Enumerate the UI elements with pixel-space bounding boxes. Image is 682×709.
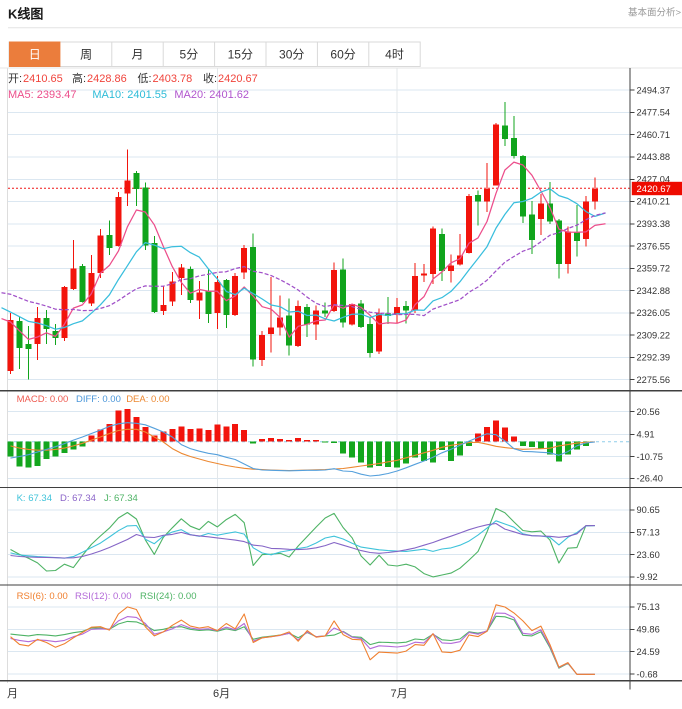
svg-text:MA5: 2393.47: MA5: 2393.47 [8, 89, 77, 101]
svg-text:日: 日 [29, 48, 41, 62]
svg-text:30分: 30分 [279, 48, 304, 62]
svg-text:高:: 高: [72, 71, 86, 85]
svg-text:DIFF: 0.00: DIFF: 0.00 [76, 394, 121, 405]
svg-text:60分: 60分 [330, 48, 355, 62]
svg-text:2275.56: 2275.56 [637, 375, 671, 385]
svg-text:23.60: 23.60 [637, 550, 660, 560]
svg-text:57.13: 57.13 [637, 528, 660, 538]
svg-text:MA20: 2401.62: MA20: 2401.62 [174, 89, 249, 101]
svg-text:2460.71: 2460.71 [637, 130, 671, 140]
svg-text:20.56: 20.56 [637, 407, 660, 417]
svg-text:周: 周 [80, 48, 92, 62]
svg-text:4时: 4时 [385, 48, 404, 62]
svg-text:DEA: 0.00: DEA: 0.00 [126, 394, 169, 405]
svg-text:J: 67.34: J: 67.34 [104, 493, 138, 504]
svg-text:5分: 5分 [180, 48, 199, 62]
svg-text:-26.40: -26.40 [637, 474, 663, 484]
svg-text:开:: 开: [8, 73, 22, 85]
svg-text:4.91: 4.91 [637, 430, 655, 440]
svg-text:2309.22: 2309.22 [637, 330, 671, 340]
svg-text:MACD: 0.00: MACD: 0.00 [17, 394, 69, 405]
svg-text:7月: 7月 [391, 688, 408, 700]
svg-text:2428.86: 2428.86 [87, 73, 127, 85]
svg-text:2420.67: 2420.67 [637, 184, 671, 195]
svg-text:2376.55: 2376.55 [637, 241, 671, 251]
svg-text:-10.75: -10.75 [637, 452, 663, 462]
svg-text:RSI(6): 0.00: RSI(6): 0.00 [17, 591, 68, 602]
svg-text:2359.72: 2359.72 [637, 264, 671, 274]
svg-text:2427.04: 2427.04 [637, 175, 671, 185]
svg-text:75.13: 75.13 [637, 602, 660, 612]
svg-text:24.59: 24.59 [637, 647, 660, 657]
svg-text:2494.37: 2494.37 [637, 85, 671, 95]
svg-text:2403.78: 2403.78 [153, 73, 193, 85]
svg-text:2410.21: 2410.21 [637, 197, 671, 207]
svg-text:基本面分析>: 基本面分析> [628, 7, 682, 19]
svg-text:RSI(24): 0.00: RSI(24): 0.00 [140, 591, 197, 602]
svg-text:RSI(12): 0.00: RSI(12): 0.00 [75, 591, 132, 602]
svg-text:收:: 收: [203, 71, 217, 85]
svg-text:2477.54: 2477.54 [637, 108, 671, 118]
svg-text:90.65: 90.65 [637, 505, 660, 515]
svg-text:MA10: 2401.55: MA10: 2401.55 [92, 89, 167, 101]
svg-text:2342.88: 2342.88 [637, 286, 671, 296]
svg-text:2393.38: 2393.38 [637, 219, 671, 229]
svg-text:月: 月 [131, 48, 143, 62]
svg-text:-0.68: -0.68 [637, 669, 658, 679]
svg-text:2420.67: 2420.67 [218, 73, 258, 85]
svg-text:低:: 低: [138, 72, 152, 85]
svg-text:2292.39: 2292.39 [637, 353, 671, 363]
svg-text:月: 月 [7, 688, 18, 700]
svg-text:49.86: 49.86 [637, 625, 660, 635]
svg-text:-9.92: -9.92 [637, 572, 658, 582]
svg-text:2410.65: 2410.65 [23, 73, 63, 85]
svg-text:2443.88: 2443.88 [637, 152, 671, 162]
svg-text:6月: 6月 [213, 688, 230, 700]
svg-text:K: 67.34: K: 67.34 [17, 493, 52, 504]
svg-text:D: 67.34: D: 67.34 [60, 493, 96, 504]
svg-text:K线图: K线图 [8, 7, 43, 22]
svg-text:2326.05: 2326.05 [637, 308, 671, 318]
svg-text:15分: 15分 [228, 48, 253, 62]
